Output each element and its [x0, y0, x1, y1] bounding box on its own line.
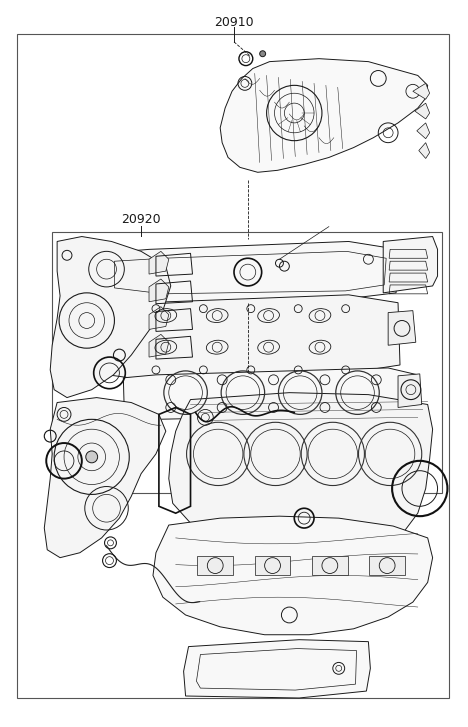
Polygon shape	[44, 398, 166, 558]
Circle shape	[260, 51, 266, 57]
Polygon shape	[413, 84, 430, 99]
Text: 20920: 20920	[121, 213, 161, 226]
Polygon shape	[92, 295, 400, 379]
Polygon shape	[312, 555, 348, 576]
Polygon shape	[383, 236, 438, 293]
Polygon shape	[149, 307, 169, 329]
Polygon shape	[149, 279, 169, 302]
Polygon shape	[220, 59, 428, 172]
Polygon shape	[197, 555, 233, 576]
Polygon shape	[183, 640, 370, 698]
Polygon shape	[369, 555, 405, 576]
Polygon shape	[50, 236, 171, 398]
Circle shape	[86, 451, 98, 463]
Bar	[52, 232, 443, 494]
Text: 20910: 20910	[214, 15, 254, 28]
Polygon shape	[388, 310, 416, 345]
Polygon shape	[398, 374, 422, 407]
Polygon shape	[149, 252, 169, 274]
Polygon shape	[153, 516, 432, 635]
Polygon shape	[417, 123, 430, 139]
Polygon shape	[255, 555, 290, 576]
Polygon shape	[102, 241, 398, 302]
Polygon shape	[149, 334, 169, 357]
Polygon shape	[124, 368, 418, 419]
Polygon shape	[415, 103, 430, 119]
Polygon shape	[169, 393, 432, 555]
Polygon shape	[419, 142, 430, 158]
